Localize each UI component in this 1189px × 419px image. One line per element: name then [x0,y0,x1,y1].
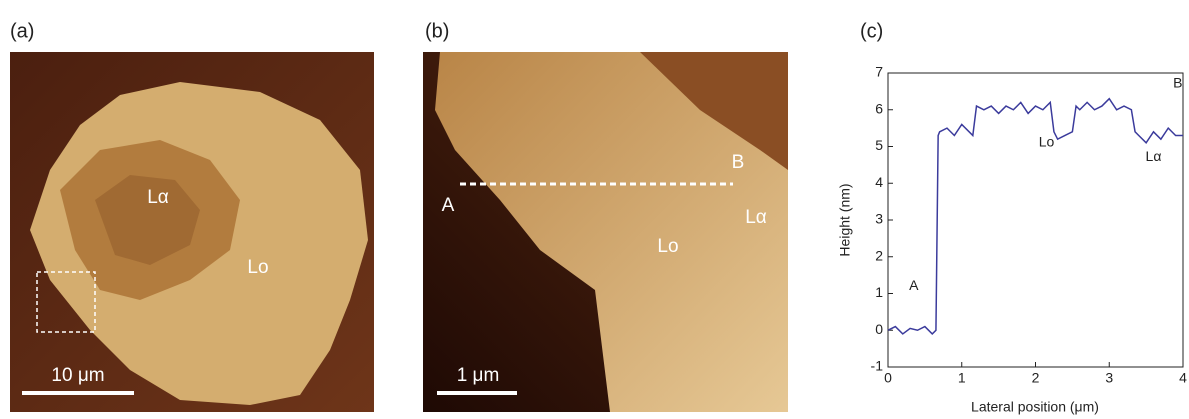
height-profile [888,99,1183,334]
x-tick-label: 0 [884,370,892,386]
plot-frame [888,73,1183,367]
phase-label: Lo [247,257,268,278]
annotation: B [1173,75,1182,91]
panel-label: (c) [860,20,883,42]
annotation: A [909,277,919,293]
point-label: A [442,195,455,216]
y-tick-label: 1 [875,284,883,300]
y-tick-label: -1 [871,358,884,374]
figure: (a) Lα Lo 10 μm (b) A B Lα Lo 1 μm (c) L… [0,0,1189,419]
scale-bar-label: 1 μm [457,365,500,386]
phase-label: Lo [657,236,678,257]
annotation: Lo [1039,134,1055,150]
y-axis-label: Height (nm) [837,183,853,256]
point-label: B [732,152,745,173]
x-tick-label: 3 [1105,370,1113,386]
annotation: Lα [1146,148,1162,164]
x-tick-label: 4 [1179,370,1187,386]
x-axis-label: Lateral position (μm) [971,399,1099,415]
panel-label: (b) [425,20,449,42]
phase-label: Lα [147,187,169,208]
y-tick-label: 5 [875,137,883,153]
x-tick-label: 2 [1032,370,1040,386]
y-tick-label: 7 [875,64,883,80]
x-tick-label: 1 [958,370,966,386]
y-tick-label: 2 [875,247,883,263]
y-tick-label: 3 [875,211,883,227]
scale-bar-label: 10 μm [51,365,104,386]
y-tick-label: 0 [875,321,883,337]
page: (a) Lα Lo 10 μm (b) A B Lα Lo 1 μm (c) L… [0,0,1189,419]
panel-label: (a) [10,20,34,42]
phase-label: Lα [745,207,767,228]
y-tick-label: 6 [875,100,883,116]
y-tick-label: 4 [875,174,883,190]
